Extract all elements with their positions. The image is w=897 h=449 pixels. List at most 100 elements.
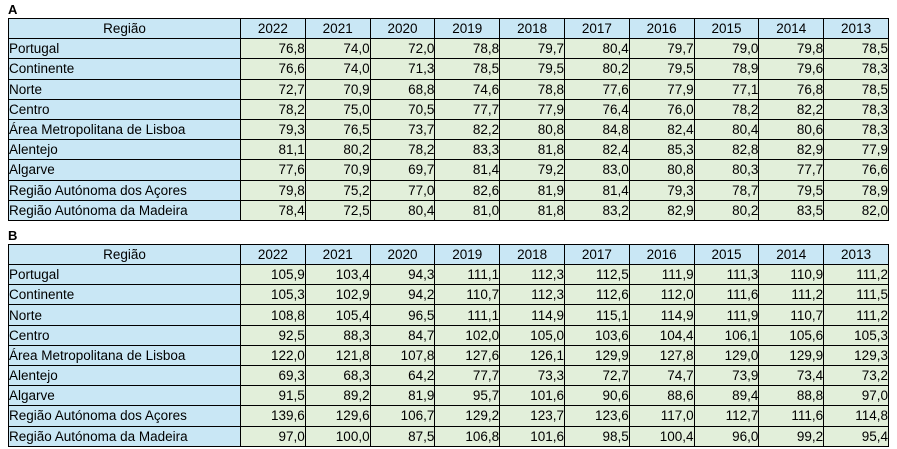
value-cell: 111,6 (693, 284, 760, 306)
table-row: Região Autónoma da Madeira 78,4 72,5 80,4 81… (8, 199, 889, 221)
value-cell: 102,9 (304, 284, 371, 306)
value-cell: 96,0 (693, 425, 760, 447)
header-row: Região 2022 2021 2020 2019 2018 2017 2016 2015 20… (8, 17, 889, 40)
year-header-cell: 2019 (434, 243, 501, 266)
table-row: Alentejo 81,1 80,2 78,2 83,3 81,8 82,4 85,3 82,8… (8, 139, 889, 161)
value-cell: 105,3 (240, 284, 306, 306)
value-cell: 81,4 (434, 159, 501, 181)
value-cell: 101,6 (499, 425, 565, 447)
value-cell: 84,8 (563, 118, 630, 141)
value-cell: 115,1 (563, 304, 630, 326)
region-cell: Algarve (8, 385, 241, 407)
value-cell: 79,5 (758, 179, 825, 201)
value-cell: 105,6 (758, 324, 825, 346)
year-header-cell: 2022 (240, 243, 306, 266)
value-cell: 77,7 (434, 98, 501, 120)
value-cell: 78,8 (499, 78, 565, 100)
value-cell: 76,8 (758, 78, 825, 100)
value-cell: 94,3 (369, 264, 436, 286)
table-row: Centro 92,5 88,3 84,7 102,0 105,0 103,6 104,4 10… (8, 324, 889, 346)
value-cell: 77,7 (434, 364, 501, 387)
value-cell: 82,6 (434, 179, 501, 201)
value-cell: 111,5 (823, 284, 889, 306)
table-row: Região Autónoma da Madeira 97,0 100,0 87,5 1… (8, 425, 889, 447)
value-cell: 101,6 (499, 385, 565, 407)
table-row: Portugal 105,9 103,4 94,3 111,1 112,3 112,5 111… (8, 264, 889, 286)
value-cell: 81,0 (434, 199, 501, 221)
value-cell: 99,2 (758, 425, 825, 447)
value-cell: 129,3 (823, 344, 889, 367)
value-cell: 77,9 (499, 98, 565, 120)
value-cell: 81,1 (240, 139, 306, 161)
value-cell: 78,5 (434, 58, 501, 80)
value-cell: 79,3 (628, 179, 695, 201)
value-cell: 76,6 (823, 159, 889, 181)
value-cell: 77,0 (369, 179, 436, 201)
value-cell: 112,7 (693, 405, 760, 427)
year-header-cell: 2022 (240, 17, 306, 40)
value-cell: 117,0 (628, 405, 695, 427)
value-cell: 79,3 (240, 118, 306, 141)
value-cell: 78,4 (240, 199, 306, 221)
value-cell: 129,9 (563, 344, 630, 367)
value-cell: 114,9 (499, 304, 565, 326)
value-cell: 77,1 (693, 78, 760, 100)
value-cell: 111,2 (823, 264, 889, 286)
value-cell: 74,0 (304, 38, 371, 60)
value-cell: 76,0 (628, 98, 695, 120)
value-cell: 139,6 (240, 405, 306, 427)
value-cell: 75,0 (304, 98, 371, 120)
region-cell: Centro (8, 324, 241, 346)
value-cell: 78,3 (823, 58, 889, 80)
value-cell: 110,9 (758, 264, 825, 286)
value-cell: 89,2 (304, 385, 371, 407)
value-cell: 111,3 (693, 264, 760, 286)
value-cell: 98,5 (563, 425, 630, 447)
value-cell: 111,9 (628, 264, 695, 286)
value-cell: 80,4 (563, 38, 630, 60)
year-header-cell: 2014 (758, 17, 825, 40)
year-header-cell: 2015 (693, 17, 760, 40)
value-cell: 78,3 (823, 98, 889, 120)
header-row: Região 2022 2021 2020 2019 2018 2017 2016 2015 20… (8, 243, 889, 266)
value-cell: 73,7 (369, 118, 436, 141)
year-header-cell: 2013 (823, 17, 889, 40)
table-row: Portugal 76,8 74,0 72,0 78,8 79,7 80,4 79,7 79,0… (8, 38, 889, 60)
region-header-cell: Região (8, 243, 241, 266)
region-cell: Norte (8, 78, 241, 100)
value-cell: 78,3 (823, 118, 889, 141)
value-cell: 83,3 (434, 139, 501, 161)
value-cell: 112,3 (499, 284, 565, 306)
value-cell: 80,2 (563, 58, 630, 80)
region-cell: Algarve (8, 159, 241, 181)
region-cell: Alentejo (8, 139, 241, 161)
table-a: Região 2022 2021 2020 2019 2018 2017 2016 2015 20… (8, 17, 889, 221)
value-cell: 112,3 (499, 264, 565, 286)
value-cell: 79,7 (628, 38, 695, 60)
year-header-cell: 2015 (693, 243, 760, 266)
value-cell: 111,1 (434, 264, 501, 286)
value-cell: 74,0 (304, 58, 371, 80)
value-cell: 129,0 (693, 344, 760, 367)
table-row: Área Metropolitana de Lisboa 122,0 121,8 10… (8, 344, 889, 367)
value-cell: 127,6 (434, 344, 501, 367)
value-cell: 80,2 (304, 139, 371, 161)
year-header-cell: 2016 (628, 17, 695, 40)
value-cell: 111,2 (823, 304, 889, 326)
value-cell: 77,7 (758, 159, 825, 181)
value-cell: 82,8 (693, 139, 760, 161)
value-cell: 100,0 (304, 425, 371, 447)
value-cell: 83,0 (563, 159, 630, 181)
value-cell: 81,4 (563, 179, 630, 201)
value-cell: 77,9 (628, 78, 695, 100)
value-cell: 95,4 (823, 425, 889, 447)
value-cell: 80,4 (369, 199, 436, 221)
value-cell: 79,6 (758, 58, 825, 80)
value-cell: 78,8 (434, 38, 501, 60)
panel-b-label: B (8, 227, 18, 243)
value-cell: 78,2 (693, 98, 760, 120)
value-cell: 114,9 (628, 304, 695, 326)
table-row: Alentejo 69,3 68,3 64,2 77,7 73,3 72,7 74,7 73,9… (8, 364, 889, 387)
value-cell: 79,0 (693, 38, 760, 60)
